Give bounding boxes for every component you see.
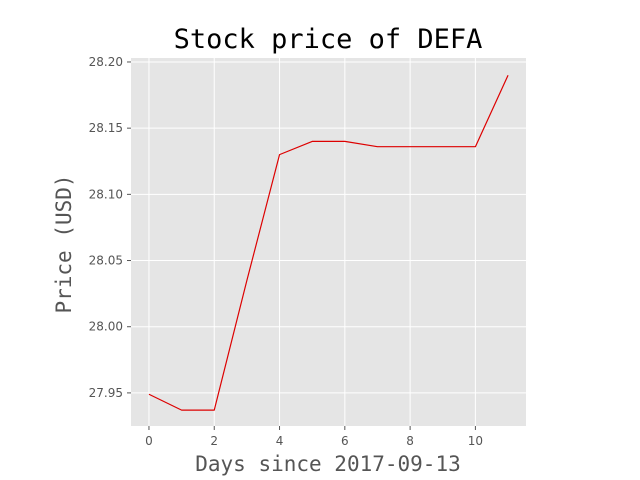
x-axis-label: Days since 2017-09-13 xyxy=(195,452,461,476)
price-line xyxy=(148,74,509,411)
x-tick-label: 8 xyxy=(406,434,414,448)
y-axis-label: Price (USD) xyxy=(52,174,76,313)
chart-title: Stock price of DEFA xyxy=(174,24,483,55)
series-group xyxy=(148,74,509,411)
x-tick-label: 2 xyxy=(210,434,218,448)
grid-lines xyxy=(131,58,526,426)
x-tick-label: 0 xyxy=(145,434,153,448)
y-tick-label: 28.10 xyxy=(89,187,123,201)
y-tick-label: 27.95 xyxy=(89,386,123,400)
x-tick-label: 4 xyxy=(276,434,284,448)
y-tick-label: 28.00 xyxy=(89,320,123,334)
y-tick-label: 28.20 xyxy=(89,55,123,69)
y-axis-ticks: 27.95 28.00 28.05 28.10 28.15 28.20 xyxy=(89,55,131,400)
x-tick-label: 10 xyxy=(468,434,483,448)
plot-background xyxy=(131,58,526,426)
x-tick-label: 6 xyxy=(341,434,349,448)
x-axis-ticks: 0 2 4 6 8 10 xyxy=(145,426,483,448)
y-tick-label: 28.05 xyxy=(89,254,123,268)
y-tick-label: 28.15 xyxy=(89,121,123,135)
